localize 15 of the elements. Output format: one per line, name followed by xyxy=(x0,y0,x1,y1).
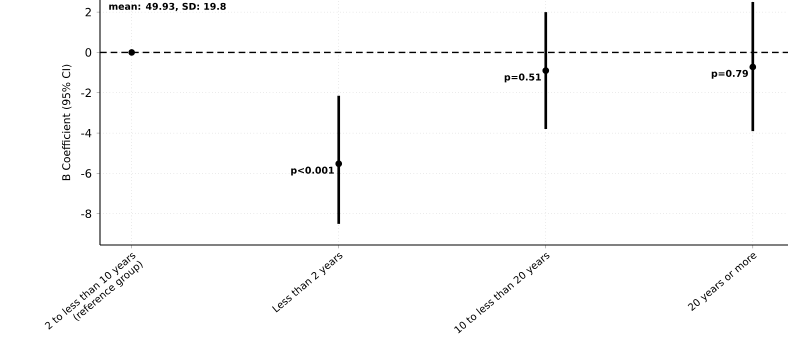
annotation: p=0.79 xyxy=(712,70,748,79)
annotation: p<0.001 xyxy=(291,166,334,176)
point xyxy=(749,64,756,70)
y-tick-label: -2 xyxy=(81,88,91,97)
point xyxy=(128,49,136,56)
y-tick-label: -6 xyxy=(81,169,92,178)
annotation: p=0.51 xyxy=(504,74,541,82)
y-tick-label: 0 xyxy=(85,48,92,57)
y-tick-label: -4 xyxy=(81,128,92,138)
y-tick-label: -8 xyxy=(81,209,92,218)
point xyxy=(335,160,342,168)
annotation: mean: 49.93, SD: 19.8 xyxy=(109,2,226,12)
y-axis-title: B Coefficient (95% CI) xyxy=(62,64,72,180)
point xyxy=(542,67,550,74)
y-tick-label: 2 xyxy=(86,8,91,16)
